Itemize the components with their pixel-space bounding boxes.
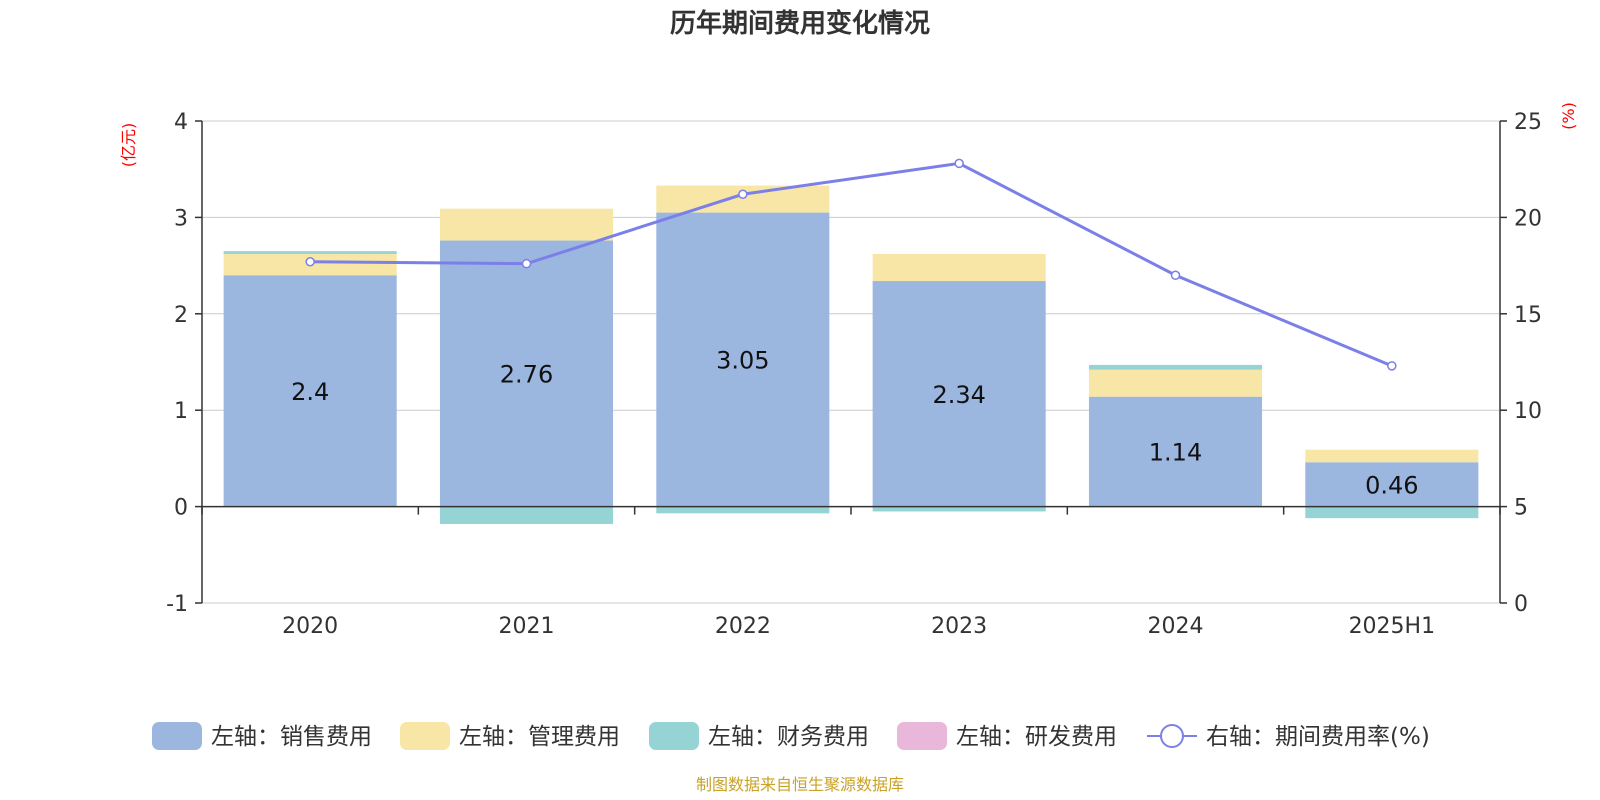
bar-segment bbox=[872, 254, 1046, 282]
legend-swatch-marker bbox=[1160, 724, 1184, 748]
rate-point bbox=[738, 189, 748, 200]
legend-label: 右轴：期间费用率(%) bbox=[1206, 724, 1430, 750]
bar-segment bbox=[439, 506, 614, 524]
left-tick-label: 2 bbox=[174, 303, 188, 328]
bars bbox=[223, 185, 1479, 524]
legend-label: 左轴：研发费用 bbox=[956, 724, 1117, 750]
data-label: 2.34 bbox=[932, 381, 985, 409]
legend-swatch bbox=[400, 722, 450, 750]
bar-segment bbox=[1305, 462, 1479, 507]
bar-segment bbox=[223, 251, 397, 255]
bar-segment bbox=[656, 506, 830, 514]
bar-segment bbox=[656, 212, 830, 507]
legend-swatch bbox=[152, 722, 202, 750]
left-tick-label: 0 bbox=[174, 496, 188, 521]
chart-title: 历年期间费用变化情况 bbox=[670, 8, 930, 39]
data-label: 3.05 bbox=[716, 347, 769, 375]
left-tick-label: 1 bbox=[174, 399, 188, 424]
x-tick-label: 2025H1 bbox=[1349, 614, 1436, 639]
left-tick-label: -1 bbox=[166, 592, 188, 617]
bar-segment bbox=[439, 208, 614, 241]
data-label: 2.4 bbox=[291, 378, 329, 406]
rate-point bbox=[954, 158, 964, 169]
right-tick-label: 0 bbox=[1514, 592, 1528, 617]
bar-segment bbox=[1088, 396, 1263, 507]
data-label: 1.14 bbox=[1149, 439, 1202, 467]
right-tick-label: 25 bbox=[1514, 110, 1542, 135]
legend-label: 左轴：销售费用 bbox=[211, 724, 372, 750]
bar-segment bbox=[872, 506, 1046, 512]
bar-segment bbox=[1305, 506, 1479, 519]
bar-segment bbox=[872, 281, 1046, 507]
legend-swatch bbox=[649, 722, 699, 750]
legend[interactable]: 左轴：销售费用 左轴：管理费用 左轴：财务费用 左轴：研发费用 右轴：期间费用率(%) bbox=[152, 722, 1430, 750]
right-tick-label: 20 bbox=[1514, 206, 1542, 231]
rate-point bbox=[305, 256, 315, 267]
source-note: 制图数据来自恒生聚源数据库 bbox=[696, 775, 904, 794]
left-axis-unit: (亿元) bbox=[119, 123, 138, 168]
bar-segment bbox=[1088, 369, 1263, 397]
x-tick-label: 2021 bbox=[499, 614, 555, 639]
data-label: 0.46 bbox=[1365, 471, 1418, 499]
data-label: 2.76 bbox=[500, 361, 553, 389]
bar-segment bbox=[1088, 364, 1263, 370]
right-tick-label: 10 bbox=[1514, 399, 1542, 424]
left-tick-label: 3 bbox=[174, 206, 188, 231]
right-tick-label: 15 bbox=[1514, 303, 1542, 328]
legend-label: 左轴：管理费用 bbox=[459, 724, 620, 750]
rate-line bbox=[305, 158, 1397, 371]
left-tick-label: 4 bbox=[174, 110, 188, 135]
x-tick-label: 2024 bbox=[1148, 614, 1204, 639]
right-tick-label: 5 bbox=[1514, 496, 1528, 521]
rate-point bbox=[1387, 361, 1397, 371]
x-tick-label: 2022 bbox=[715, 614, 771, 639]
x-tick-label: 2020 bbox=[282, 614, 338, 639]
rate-line-path bbox=[310, 161, 1393, 368]
legend-swatch bbox=[897, 722, 947, 750]
right-axis-unit: (%) bbox=[1559, 102, 1578, 130]
data-labels: 2.4 2.76 3.05 2.34 1.14 0.46 bbox=[291, 347, 1418, 500]
tick-labels: -1 0 1 2 3 4 0 5 10 15 20 25 (亿元) (%) 2020 2021 2022 2023… bbox=[119, 102, 1578, 639]
rate-point bbox=[521, 258, 532, 269]
bar-segment bbox=[439, 240, 614, 507]
x-tick-label: 2023 bbox=[931, 614, 987, 639]
axes bbox=[195, 120, 1507, 604]
bar-segment bbox=[1305, 449, 1479, 463]
rate-point bbox=[1170, 270, 1181, 280]
bar-segment bbox=[223, 275, 397, 507]
legend-label: 左轴：财务费用 bbox=[708, 724, 869, 750]
